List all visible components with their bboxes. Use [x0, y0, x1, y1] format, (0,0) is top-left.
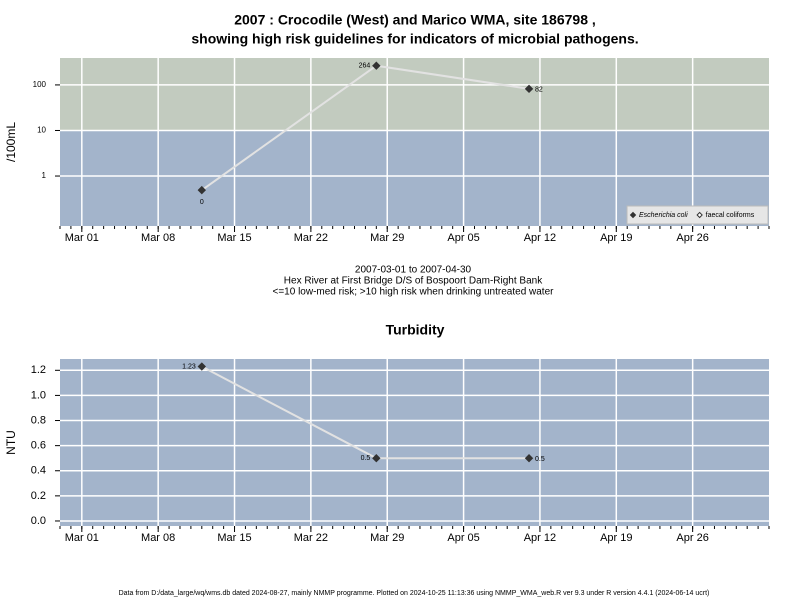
legend-marker — [629, 211, 637, 219]
y-tick-label: 0.2 — [31, 490, 46, 502]
y-axis-label: /100mL — [4, 122, 18, 162]
x-tick-label: Mar 01 — [65, 532, 99, 544]
data-label: 0.5 — [535, 456, 545, 463]
y-tick-label: 0.0 — [31, 515, 46, 527]
x-tick-label: Mar 22 — [294, 232, 328, 244]
y-axis-label: NTU — [4, 430, 18, 455]
chart-title: showing high risk guidelines for indicat… — [191, 31, 638, 47]
data-point — [197, 362, 207, 371]
x-tick-label: Mar 08 — [141, 532, 175, 544]
y-tick-label: 10 — [37, 126, 46, 135]
data-point — [372, 61, 381, 70]
y-tick-label: 100 — [33, 80, 47, 89]
data-label: 0.5 — [361, 455, 371, 462]
x-tick-label: Mar 22 — [294, 532, 328, 544]
x-tick-label: Mar 08 — [141, 232, 175, 244]
data-point — [197, 185, 207, 195]
y-tick-label: 1.2 — [31, 364, 46, 376]
x-tick-label: Mar 01 — [65, 232, 99, 244]
data-label: 82 — [535, 87, 543, 94]
plot-background — [60, 359, 769, 526]
data-point — [524, 84, 534, 94]
x-tick-label: Apr 19 — [600, 532, 632, 544]
y-tick-label: 1.0 — [31, 389, 46, 401]
chart-title: Turbidity — [386, 322, 445, 338]
y-tick-label: 0.8 — [31, 414, 46, 426]
x-tick-label: Apr 26 — [676, 532, 708, 544]
x-tick-label: Mar 29 — [370, 532, 404, 544]
data-label: 0 — [200, 199, 204, 206]
data-label: 1.23 — [182, 363, 196, 370]
x-tick-label: Mar 15 — [217, 232, 251, 244]
y-tick-label: 0.6 — [31, 440, 46, 452]
data-point — [372, 453, 381, 463]
legend-label: Escherichia coli — [639, 212, 688, 219]
data-label: 264 — [359, 63, 371, 70]
chart-note: Hex River at First Bridge D/S of Bospoor… — [284, 276, 543, 287]
x-tick-label: Apr 12 — [524, 532, 556, 544]
x-tick-label: Apr 05 — [447, 232, 479, 244]
x-tick-label: Apr 05 — [447, 532, 479, 544]
caption: Data from D:/data_large/wq/wms.db dated … — [119, 590, 710, 597]
x-tick-label: Mar 29 — [370, 232, 404, 244]
chart-note: <=10 low-med risk; >10 high risk when dr… — [273, 287, 555, 298]
legend-label: faecal coliforms — [706, 212, 755, 219]
data-point — [524, 453, 534, 463]
risk-band — [60, 58, 769, 131]
y-tick-label: 0.4 — [31, 465, 46, 477]
chart-title: 2007 : Crocodile (West) and Marico WMA, … — [234, 12, 596, 28]
x-tick-label: Apr 19 — [600, 232, 632, 244]
y-tick-label: 1 — [42, 171, 47, 180]
x-tick-label: Mar 15 — [217, 532, 251, 544]
legend-marker — [696, 211, 703, 219]
chart-note: 2007-03-01 to 2007-04-30 — [355, 265, 472, 276]
x-tick-label: Apr 26 — [676, 232, 708, 244]
x-tick-label: Apr 12 — [524, 232, 556, 244]
